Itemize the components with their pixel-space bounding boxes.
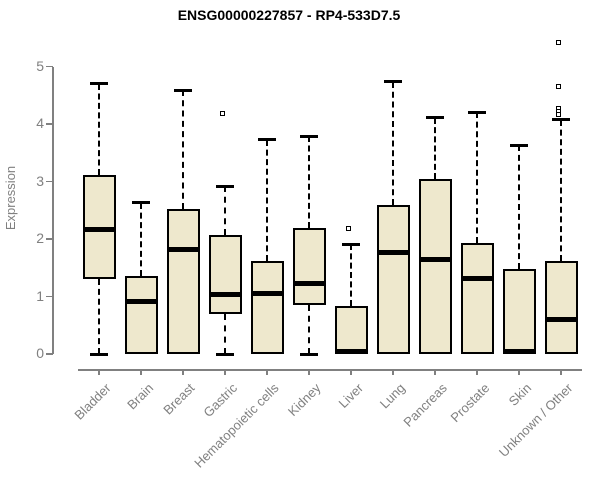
- median-pancreas: [418, 256, 452, 262]
- whisker-upper-breast: [182, 90, 184, 210]
- y-tick-label: 2: [36, 230, 44, 247]
- whisker-upper-skin: [518, 145, 520, 269]
- whisker-cap-upper-bladder: [90, 82, 108, 86]
- whisker-cap-lower-kidney: [300, 352, 318, 356]
- x-axis-tick: [350, 369, 352, 375]
- x-tick-label: Brain: [123, 380, 156, 413]
- whisker-upper-bladder: [98, 83, 100, 176]
- y-axis-tick: [46, 65, 53, 68]
- whisker-cap-upper-liver: [342, 242, 360, 246]
- x-axis-tick: [266, 369, 268, 375]
- x-tick-label: Kidney: [285, 380, 324, 420]
- median-bladder: [82, 227, 116, 233]
- median-unknown-other: [544, 317, 578, 323]
- whisker-upper-brain: [140, 202, 142, 276]
- whisker-cap-upper-gastric: [216, 184, 234, 188]
- x-tick-label: Liver: [335, 380, 366, 411]
- whisker-upper-gastric: [224, 186, 226, 236]
- whisker-cap-upper-prostate: [468, 110, 486, 114]
- whisker-upper-prostate: [476, 112, 478, 244]
- y-tick-label: 3: [36, 172, 44, 189]
- box-skin: [502, 268, 536, 354]
- box-breast: [166, 209, 200, 354]
- x-tick-label: Hematopoietic cells: [191, 380, 282, 471]
- x-axis-tick: [392, 369, 394, 375]
- x-tick-label: Unknown / Other: [496, 380, 576, 460]
- median-skin: [502, 349, 536, 355]
- y-axis-tick: [46, 123, 53, 125]
- outlier-point-unknown-other: [555, 112, 561, 118]
- box-pancreas: [418, 178, 452, 354]
- box-prostate: [460, 243, 494, 354]
- whisker-cap-upper-brain: [132, 201, 150, 205]
- x-axis-tick: [308, 369, 310, 375]
- median-breast: [166, 247, 200, 253]
- outlier-point-unknown-other: [555, 40, 561, 46]
- outlier-point-liver: [345, 225, 351, 231]
- chart-title: ENSG00000227857 - RP4-533D7.5: [177, 7, 401, 23]
- y-axis-tick: [46, 238, 53, 240]
- x-tick-label: Pancreas: [400, 380, 450, 430]
- whisker-cap-upper-kidney: [300, 134, 318, 138]
- x-tick-label: Lung: [376, 380, 408, 412]
- box-lung: [376, 205, 410, 354]
- y-tick-label: 5: [36, 57, 44, 74]
- median-prostate: [460, 275, 494, 281]
- x-tick-label: Prostate: [447, 380, 492, 426]
- x-axis-tick: [560, 369, 562, 375]
- whisker-cap-lower-gastric: [216, 352, 234, 356]
- x-axis-tick: [518, 369, 520, 375]
- median-brain: [124, 299, 158, 305]
- whisker-upper-lung: [392, 81, 394, 206]
- box-hematopoietic-cells: [250, 260, 284, 354]
- whisker-cap-upper-skin: [510, 143, 528, 147]
- y-tick-label: 0: [36, 345, 44, 361]
- whisker-lower-kidney: [308, 305, 310, 354]
- median-liver: [334, 349, 368, 355]
- whisker-upper-unknown-other: [560, 119, 562, 262]
- box-unknown-other: [544, 261, 578, 354]
- box-gastric: [208, 235, 242, 314]
- x-tick-label: Bladder: [71, 380, 114, 423]
- box-brain: [124, 275, 158, 354]
- y-axis-tick: [46, 180, 53, 183]
- y-axis-line: [52, 66, 54, 354]
- whisker-cap-upper-hematopoietic-cells: [258, 138, 276, 142]
- x-axis-line: [78, 369, 582, 371]
- median-gastric: [208, 291, 242, 297]
- x-tick-label: Skin: [505, 380, 534, 409]
- y-axis-tick: [46, 353, 53, 355]
- whisker-upper-kidney: [308, 136, 310, 229]
- y-tick-label: 1: [36, 287, 44, 304]
- whisker-upper-hematopoietic-cells: [266, 139, 268, 261]
- median-kidney: [292, 281, 326, 287]
- whisker-cap-upper-unknown-other: [552, 118, 570, 122]
- box-bladder: [82, 175, 116, 280]
- outlier-point-gastric: [219, 111, 225, 117]
- y-tick-label: 4: [36, 115, 44, 132]
- x-axis-tick: [98, 369, 100, 375]
- x-axis-tick: [434, 369, 436, 375]
- x-tick-label: Gastric: [200, 380, 240, 421]
- x-axis-tick: [140, 369, 142, 375]
- y-axis-tick: [46, 295, 53, 298]
- median-hematopoietic-cells: [250, 290, 284, 296]
- x-tick-label: Breast: [160, 380, 198, 418]
- whisker-cap-lower-bladder: [90, 352, 108, 356]
- median-lung: [376, 249, 410, 255]
- whisker-lower-gastric: [224, 313, 226, 354]
- whisker-cap-upper-pancreas: [426, 116, 444, 120]
- x-axis-tick: [182, 369, 184, 375]
- whisker-lower-bladder: [98, 279, 100, 354]
- whisker-cap-upper-breast: [174, 88, 192, 92]
- x-axis-tick: [476, 369, 478, 375]
- outlier-point-unknown-other: [555, 83, 561, 89]
- x-axis-tick: [224, 369, 226, 375]
- whisker-cap-upper-lung: [384, 80, 402, 84]
- whisker-upper-liver: [350, 244, 352, 306]
- box-kidney: [292, 228, 326, 306]
- box-liver: [334, 305, 368, 354]
- whisker-upper-pancreas: [434, 117, 436, 179]
